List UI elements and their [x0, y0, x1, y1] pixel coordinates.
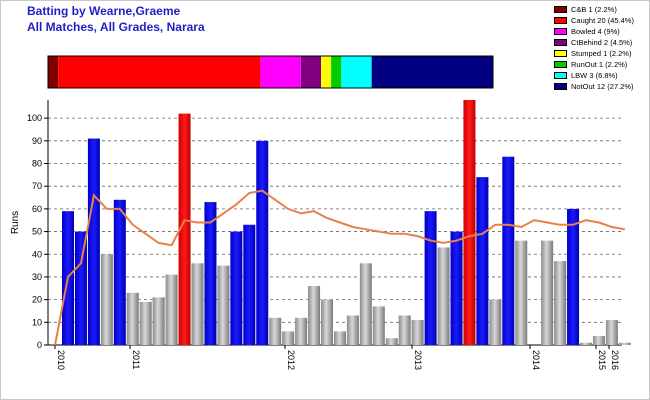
bar — [178, 113, 191, 345]
bar — [282, 331, 295, 345]
bar — [580, 342, 592, 345]
legend-swatch — [554, 28, 567, 35]
legend-item: Stumped 1 (2.2%) — [554, 48, 634, 59]
y-tick-label: 80 — [32, 159, 42, 169]
bar — [398, 315, 411, 345]
y-tick-label: 50 — [32, 227, 42, 237]
legend-label: CtBehind 2 (4.5%) — [571, 38, 633, 47]
average-line — [54, 189, 626, 346]
legend-label: Bowled 4 (9%) — [571, 27, 620, 36]
legend-swatch — [554, 39, 567, 46]
bar — [333, 331, 346, 345]
bar — [450, 231, 463, 345]
legend-label: RunOut 1 (2.2%) — [571, 60, 628, 69]
bar — [437, 247, 450, 345]
chart-title-line-2: All Matches, All Grades, Narara — [27, 20, 205, 34]
y-tick-label: 100 — [27, 113, 42, 123]
legend-swatch — [554, 83, 567, 90]
x-tick-label: 2016 — [610, 350, 620, 370]
bar — [165, 274, 178, 345]
dismissal-segment — [260, 56, 301, 88]
dismissal-strip-border — [47, 55, 494, 89]
x-tick-label: 2015 — [597, 350, 607, 370]
bar — [152, 297, 165, 345]
bar — [217, 265, 230, 345]
legend-label: LBW 3 (6.8%) — [571, 71, 618, 80]
y-tick-label: 90 — [32, 136, 42, 146]
bar — [100, 254, 113, 345]
bar — [139, 301, 152, 345]
legend-label: NotOut 12 (27.2%) — [571, 82, 634, 91]
y-tick-label: 30 — [32, 272, 42, 282]
dismissal-segment — [48, 56, 59, 88]
legend: C&B 1 (2.2%) Caught 20 (45.4%) Bowled 4 (9… — [554, 4, 634, 92]
bar — [321, 299, 333, 345]
dismissal-segment — [371, 56, 493, 88]
bar — [502, 156, 515, 345]
x-tick-label: 2013 — [413, 350, 423, 370]
dismissal-segment — [58, 56, 261, 88]
legend-swatch — [554, 6, 567, 13]
y-axis-title: Runs — [10, 211, 21, 234]
legend-item: NotOut 12 (27.2%) — [554, 81, 634, 92]
dismissal-segment — [321, 56, 332, 88]
y-tick-label: 60 — [32, 204, 42, 214]
chart-title-line-1: Batting by Wearne,Graeme — [27, 4, 181, 18]
bar — [113, 199, 126, 345]
bar — [541, 240, 554, 345]
x-tick-label: 2014 — [531, 350, 541, 370]
bar — [269, 317, 282, 345]
bar — [618, 342, 631, 345]
legend-swatch — [554, 72, 567, 79]
x-tick-label: 2012 — [286, 350, 296, 370]
legend-label: C&B 1 (2.2%) — [571, 5, 617, 14]
bar — [256, 140, 269, 345]
dismissal-segment — [341, 56, 372, 88]
bar — [359, 263, 372, 345]
legend-swatch — [554, 17, 567, 24]
bar — [230, 231, 243, 345]
bar — [74, 231, 87, 345]
bar — [567, 208, 580, 345]
bar — [243, 224, 256, 345]
y-tick-label: 0 — [37, 340, 42, 350]
bar — [411, 320, 424, 345]
bar — [592, 335, 605, 345]
y-tick-label: 40 — [32, 249, 42, 259]
bar — [346, 315, 359, 345]
bar — [385, 338, 398, 345]
legend-swatch — [554, 50, 567, 57]
bar — [489, 299, 502, 345]
legend-label: Caught 20 (45.4%) — [571, 16, 634, 25]
bar — [554, 261, 567, 345]
bar — [463, 100, 476, 345]
x-tick-label: 2010 — [56, 350, 66, 370]
legend-item: RunOut 1 (2.2%) — [554, 59, 634, 70]
bar — [476, 177, 489, 345]
dismissal-segment — [300, 56, 322, 88]
legend-item: CtBehind 2 (4.5%) — [554, 37, 634, 48]
bar — [204, 202, 217, 345]
legend-label: Stumped 1 (2.2%) — [571, 49, 632, 58]
legend-item: Caught 20 (45.4%) — [554, 15, 634, 26]
y-tick-label: 70 — [32, 181, 42, 191]
bar — [605, 320, 618, 345]
x-tick-label: 2011 — [131, 350, 141, 369]
bar — [424, 211, 437, 345]
legend-item: Bowled 4 (9%) — [554, 26, 634, 37]
bar — [308, 286, 321, 345]
bar — [295, 317, 308, 345]
legend-swatch — [554, 61, 567, 68]
bar — [191, 263, 204, 345]
y-tick-label: 20 — [32, 295, 42, 305]
legend-item: LBW 3 (6.8%) — [554, 70, 634, 81]
bar — [372, 306, 385, 345]
bar — [126, 292, 139, 345]
legend-item: C&B 1 (2.2%) — [554, 4, 634, 15]
bar — [87, 138, 100, 345]
y-tick-label: 10 — [32, 317, 42, 327]
bar — [515, 240, 528, 345]
dismissal-segment — [331, 56, 342, 88]
